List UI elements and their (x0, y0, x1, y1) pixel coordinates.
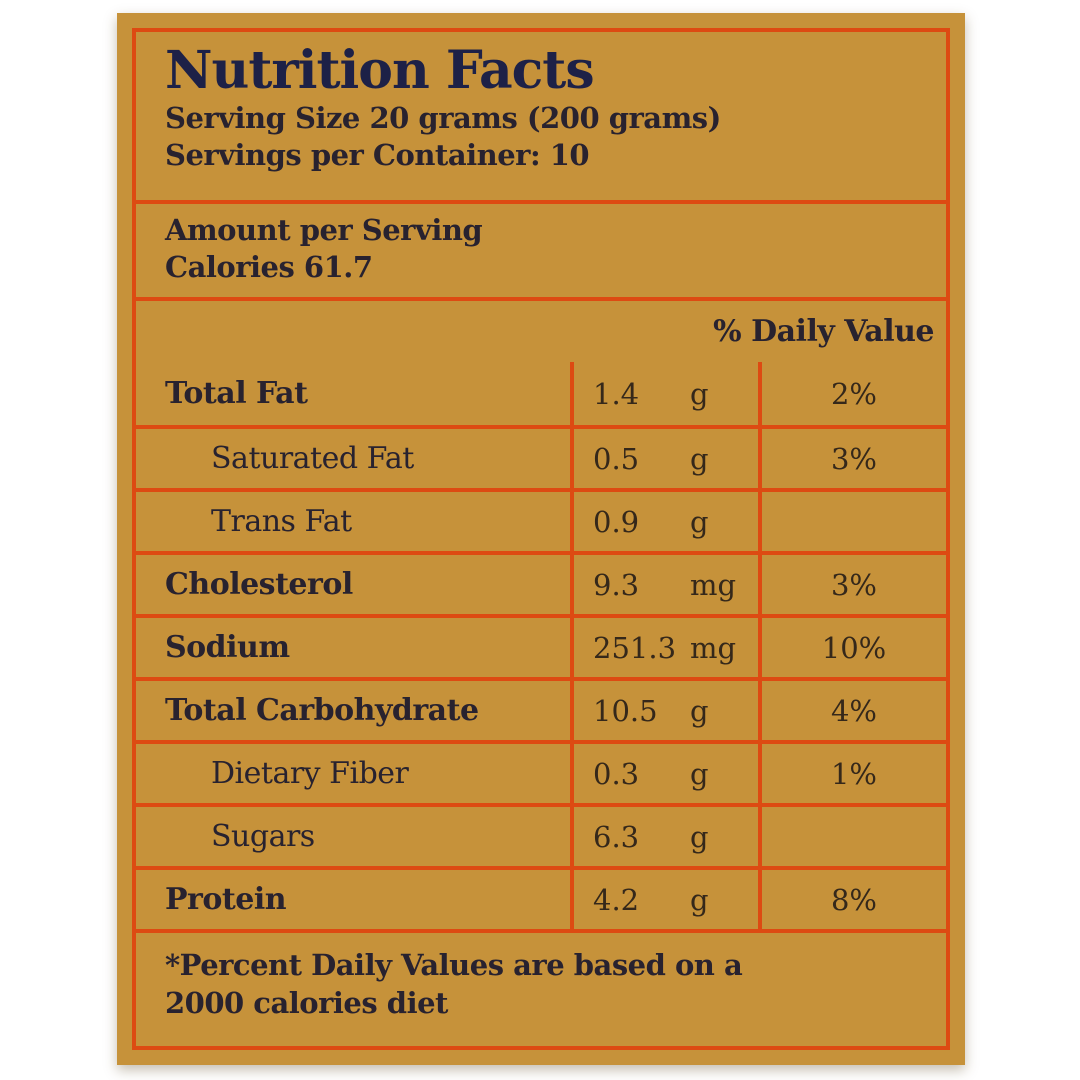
nutrient-name: Protein (165, 882, 287, 917)
footnote-line-2: 2000 calories diet (165, 986, 448, 1020)
nutrient-amount: 6.3 g (570, 807, 758, 866)
servings-per-container-text: Servings per Container: 10 (165, 138, 590, 172)
daily-value-header: % Daily Value (713, 314, 934, 349)
nutrient-amount: 10.5 g (570, 681, 758, 740)
amount-unit: g (690, 504, 709, 539)
nutrient-name: Sugars (211, 819, 315, 854)
daily-value-percent: 10% (758, 618, 946, 677)
amount-unit: g (690, 441, 709, 476)
amount-value: 9.3 (593, 567, 640, 602)
amount-unit: g (690, 882, 709, 917)
amount-value: 0.9 (593, 504, 640, 539)
daily-value-percent: 8% (758, 870, 946, 929)
nutrient-name: Cholesterol (165, 567, 353, 602)
table-row: Total Carbohydrate 10.5 g 4% (136, 677, 946, 740)
nutrient-amount: 0.5 g (570, 429, 758, 488)
daily-value-percent (758, 807, 946, 866)
daily-value-header-row: % Daily Value (136, 297, 946, 362)
daily-value-percent: 3% (758, 429, 946, 488)
amount-value: 0.5 (593, 441, 640, 476)
daily-value-percent: 4% (758, 681, 946, 740)
amount-value: 10.5 (593, 693, 658, 728)
amount-per-serving-section: Amount per Serving Calories 61.7 (136, 200, 946, 297)
nutrient-name: Total Carbohydrate (165, 693, 479, 728)
footnote-line-1: *Percent Daily Values are based on a (165, 948, 743, 982)
header-section: Nutrition Facts Serving Size 20 grams (2… (136, 32, 946, 200)
amount-value: 251.3 (593, 630, 677, 665)
nutrient-name: Trans Fat (211, 504, 352, 539)
label-title: Nutrition Facts (165, 40, 595, 101)
nutrient-name: Dietary Fiber (211, 756, 409, 791)
nutrient-amount: 9.3 mg (570, 555, 758, 614)
nutrient-amount: 0.9 g (570, 492, 758, 551)
calories-text: Calories 61.7 (165, 250, 373, 284)
amount-unit: g (690, 693, 709, 728)
table-row: Total Fat 1.4 g 2% (136, 362, 946, 425)
table-row: Sugars 6.3 g (136, 803, 946, 866)
footnote-section: *Percent Daily Values are based on a 200… (136, 929, 946, 1046)
nutrient-table: Total Fat 1.4 g 2% Saturated Fat 0.5 g 3% … (136, 362, 946, 929)
daily-value-percent (758, 492, 946, 551)
table-row: Protein 4.2 g 8% (136, 866, 946, 929)
nutrient-name: Total Fat (165, 376, 308, 411)
nutrient-amount: 4.2 g (570, 870, 758, 929)
nutrient-amount: 0.3 g (570, 744, 758, 803)
table-row: Trans Fat 0.9 g (136, 488, 946, 551)
label-frame: Nutrition Facts Serving Size 20 grams (2… (132, 28, 950, 1050)
nutrition-label: Nutrition Facts Serving Size 20 grams (2… (117, 13, 965, 1065)
nutrient-name: Sodium (165, 630, 290, 665)
table-row: Cholesterol 9.3 mg 3% (136, 551, 946, 614)
amount-per-serving-text: Amount per Serving (165, 213, 483, 247)
daily-value-percent: 1% (758, 744, 946, 803)
daily-value-percent: 3% (758, 555, 946, 614)
amount-value: 0.3 (593, 756, 640, 791)
table-row: Dietary Fiber 0.3 g 1% (136, 740, 946, 803)
nutrient-name: Saturated Fat (211, 441, 414, 476)
amount-unit: g (690, 376, 709, 411)
amount-value: 4.2 (593, 882, 640, 917)
amount-unit: g (690, 756, 709, 791)
amount-value: 6.3 (593, 819, 640, 854)
amount-unit: g (690, 819, 709, 854)
amount-value: 1.4 (593, 376, 640, 411)
amount-unit: mg (690, 567, 737, 602)
daily-value-percent: 2% (758, 362, 946, 425)
table-row: Saturated Fat 0.5 g 3% (136, 425, 946, 488)
nutrient-amount: 1.4 g (570, 362, 758, 425)
amount-unit: mg (690, 630, 737, 665)
nutrient-amount: 251.3 mg (570, 618, 758, 677)
table-row: Sodium 251.3 mg 10% (136, 614, 946, 677)
serving-size-text: Serving Size 20 grams (200 grams) (165, 101, 721, 135)
